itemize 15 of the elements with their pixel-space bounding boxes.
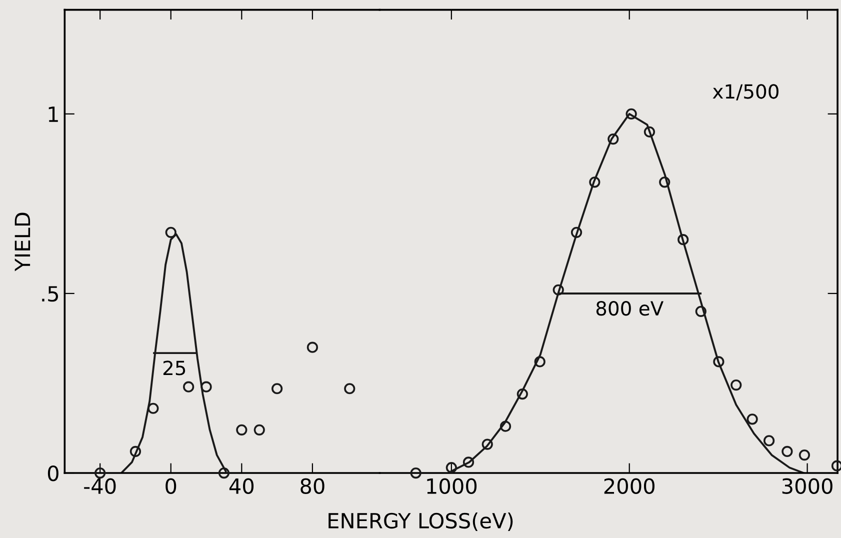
x-tick-label: 80 [300, 478, 324, 494]
x-tick-label: 0 [166, 478, 176, 494]
annotation: x1/500 [712, 84, 778, 100]
y-axis-title: YIELD [14, 212, 30, 272]
x-axis-title: ENERGY LOSS(eV) [328, 512, 513, 532]
x-tick-label: -40 [84, 478, 116, 494]
x-tick-label: 40 [229, 478, 254, 494]
x-tick-label: 2000 [604, 478, 654, 494]
annotation: 800 eV [596, 300, 664, 316]
y-tick-label: .5 [42, 286, 58, 302]
y-tick-label: 0 [48, 465, 58, 482]
x-tick-label: 1000 [427, 478, 477, 494]
y-tick-label: 1 [48, 106, 58, 122]
x-tick-label: 3000 [782, 478, 832, 494]
annotation: 25 [163, 360, 186, 376]
